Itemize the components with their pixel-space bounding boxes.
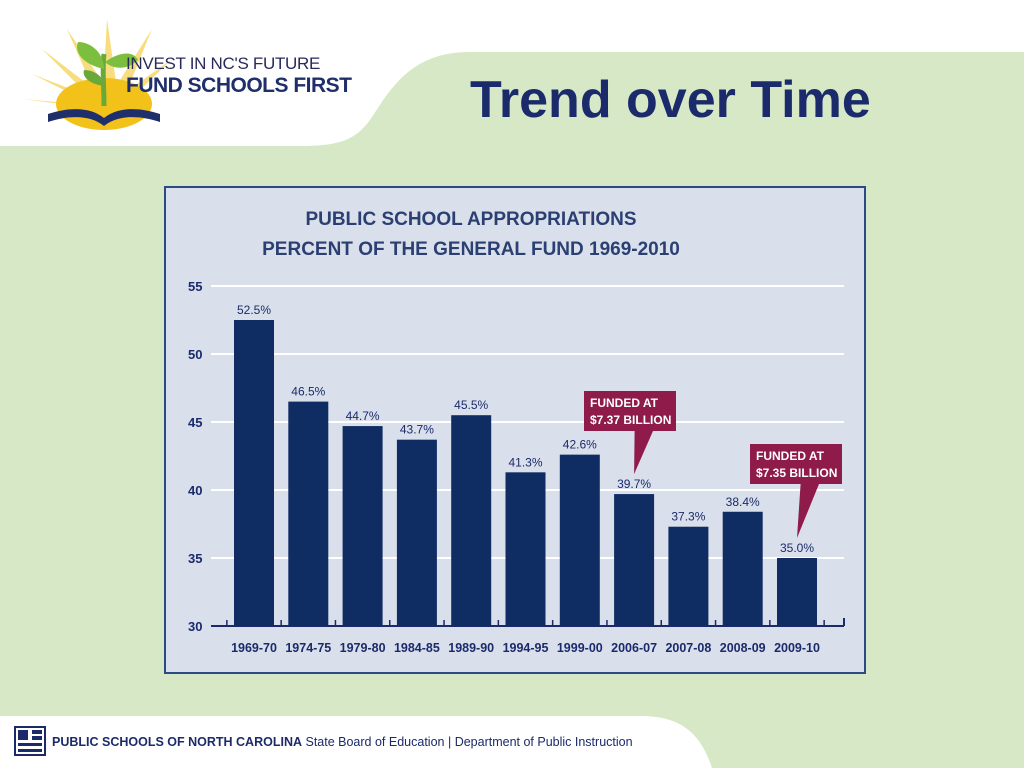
x-tick-label: 2009-10 xyxy=(774,641,820,655)
y-tick-label: 45 xyxy=(188,415,202,430)
callout-box xyxy=(750,444,842,484)
data-label: 43.7% xyxy=(400,423,434,437)
bar xyxy=(559,454,600,626)
chart-title-line1: PUBLIC SCHOOL APPROPRIATIONS xyxy=(305,209,636,230)
x-tick-label: 1984-85 xyxy=(394,641,440,655)
x-tick-label: 2006-07 xyxy=(611,641,657,655)
footer-org: PUBLIC SCHOOLS OF NORTH CAROLINA xyxy=(52,735,302,749)
bar xyxy=(777,558,817,626)
data-label: 44.7% xyxy=(346,409,380,423)
callout-pointer xyxy=(797,484,819,538)
y-tick-label: 35 xyxy=(188,551,202,566)
bar xyxy=(234,320,274,626)
x-tick-label: 2007-08 xyxy=(665,641,711,655)
header-band xyxy=(0,0,1024,146)
fund-schools-first-logo xyxy=(12,14,352,134)
callout-line2: $7.35 BILLION xyxy=(756,466,837,480)
bar xyxy=(668,526,709,626)
y-tick-label: 40 xyxy=(188,483,202,498)
callout-line1: FUNDED AT xyxy=(590,396,659,410)
sun-sprout-book-icon xyxy=(22,19,172,130)
footer-dept: Department of Public Instruction xyxy=(454,735,633,749)
data-label: 39.7% xyxy=(617,477,651,491)
y-tick-label: 50 xyxy=(188,347,202,362)
footer-board: State Board of Education xyxy=(305,735,445,749)
x-tick-label: 1989-90 xyxy=(448,641,494,655)
bar xyxy=(342,426,383,626)
nc-state-seal-icon xyxy=(14,726,46,756)
bar-chart: PUBLIC SCHOOL APPROPRIATIONS PERCENT OF … xyxy=(188,209,845,655)
chart-title-line2: PERCENT OF THE GENERAL FUND 1969-2010 xyxy=(262,239,680,260)
bar xyxy=(396,439,437,626)
footer-band xyxy=(0,716,712,768)
data-label: 37.3% xyxy=(671,510,705,524)
logo-tagline: INVEST IN NC'S FUTURE xyxy=(126,54,321,73)
chart-panel: PUBLIC SCHOOL APPROPRIATIONS PERCENT OF … xyxy=(164,186,866,674)
data-label: 42.6% xyxy=(563,438,597,452)
x-tick-label: 1994-95 xyxy=(503,641,549,655)
x-tick-label: 1979-80 xyxy=(340,641,386,655)
data-label: 38.4% xyxy=(726,495,760,509)
callout-line2: $7.37 BILLION xyxy=(590,413,671,427)
data-label: 41.3% xyxy=(508,455,542,469)
slide-title: Trend over Time xyxy=(470,71,871,129)
x-tick-label: 1999-00 xyxy=(557,641,603,655)
bar xyxy=(614,494,655,626)
data-label: 35.0% xyxy=(780,541,814,555)
x-tick-label: 1969-70 xyxy=(231,641,277,655)
bar xyxy=(288,401,329,626)
y-tick-label: 30 xyxy=(188,619,202,634)
funding-callout: FUNDED AT $7.35 BILLION xyxy=(750,444,842,538)
callout-line1: FUNDED AT xyxy=(756,449,825,463)
footer-separator: | xyxy=(447,735,452,749)
data-label: 45.5% xyxy=(454,398,488,412)
logo-name: FUND SCHOOLS FIRST xyxy=(126,74,352,97)
bar xyxy=(505,472,546,626)
callout-box xyxy=(584,391,676,431)
funding-callout: FUNDED AT $7.37 BILLION xyxy=(584,391,676,475)
footer-text: PUBLIC SCHOOLS OF NORTH CAROLINA State B… xyxy=(52,735,633,749)
data-label: 52.5% xyxy=(237,303,271,317)
x-tick-label: 2008-09 xyxy=(720,641,766,655)
callout-pointer xyxy=(634,431,653,475)
data-label: 46.5% xyxy=(291,385,325,399)
y-tick-label: 55 xyxy=(188,279,202,294)
bar xyxy=(722,511,763,626)
x-tick-label: 1974-75 xyxy=(285,641,331,655)
bar xyxy=(451,415,492,626)
